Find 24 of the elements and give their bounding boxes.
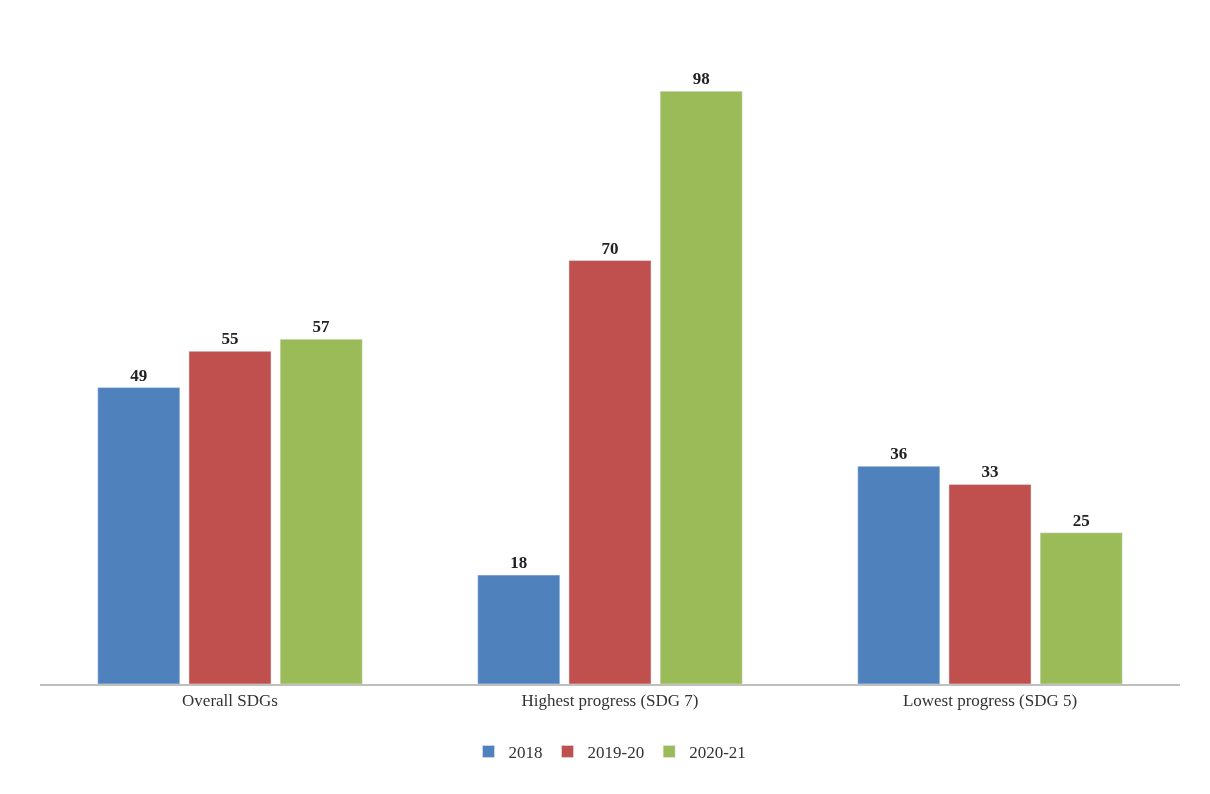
data-label: 57 bbox=[312, 317, 330, 337]
bar bbox=[659, 90, 743, 684]
data-label: 49 bbox=[130, 365, 148, 385]
x-tick-label: Highest progress (SDG 7) bbox=[521, 691, 699, 711]
legend-label: 2018 bbox=[508, 743, 543, 763]
x-tick-label: Overall SDGs bbox=[182, 691, 278, 711]
data-label: 33 bbox=[981, 462, 999, 482]
bar bbox=[568, 260, 652, 684]
data-label: 36 bbox=[890, 444, 908, 464]
x-tick-label: Lowest progress (SDG 5) bbox=[902, 691, 1078, 711]
legend-label: 2019-20 bbox=[587, 743, 645, 763]
data-label: 70 bbox=[601, 238, 619, 258]
data-label: 55 bbox=[221, 329, 239, 349]
bar bbox=[857, 465, 941, 684]
bar bbox=[1039, 532, 1123, 684]
legend-label: 2020-21 bbox=[689, 743, 746, 763]
bar bbox=[948, 484, 1032, 684]
data-label: 25 bbox=[1072, 510, 1090, 530]
bar bbox=[477, 574, 561, 684]
data-label: 18 bbox=[510, 553, 528, 573]
bar bbox=[279, 338, 363, 684]
bar bbox=[97, 387, 181, 684]
data-label: 98 bbox=[692, 69, 710, 89]
bar bbox=[188, 351, 272, 684]
